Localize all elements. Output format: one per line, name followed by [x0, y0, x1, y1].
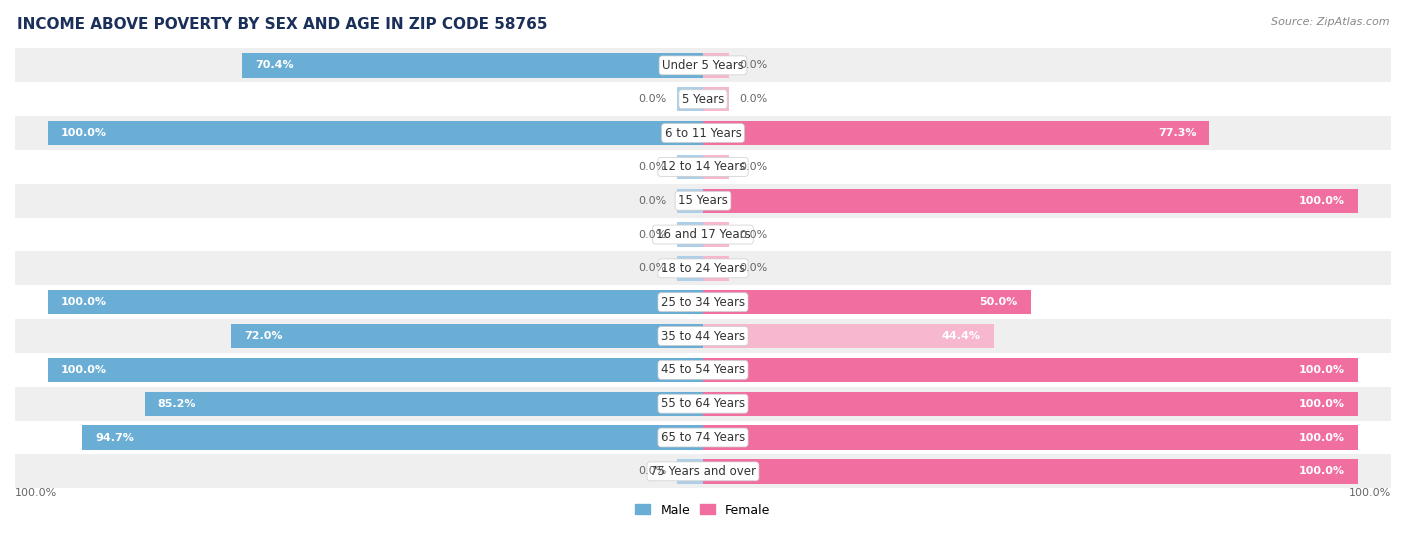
Text: 45 to 54 Years: 45 to 54 Years	[661, 363, 745, 376]
Text: 55 to 64 Years: 55 to 64 Years	[661, 397, 745, 410]
Bar	[15, 184, 1391, 218]
Text: 100.0%: 100.0%	[1348, 488, 1391, 498]
Text: 0.0%: 0.0%	[638, 196, 666, 206]
Text: 50.0%: 50.0%	[979, 297, 1018, 307]
Bar	[15, 83, 1391, 116]
Text: 65 to 74 Years: 65 to 74 Years	[661, 431, 745, 444]
Text: 0.0%: 0.0%	[638, 162, 666, 172]
Bar	[48, 290, 703, 314]
Bar	[145, 392, 703, 416]
Text: 77.3%: 77.3%	[1159, 128, 1197, 138]
Text: Source: ZipAtlas.com: Source: ZipAtlas.com	[1271, 17, 1389, 27]
Text: 100.0%: 100.0%	[1299, 432, 1346, 442]
Text: 0.0%: 0.0%	[638, 466, 666, 477]
Bar	[703, 53, 730, 78]
Bar	[703, 189, 1358, 213]
Bar	[83, 425, 703, 450]
Bar	[231, 324, 703, 348]
Bar	[703, 425, 1358, 450]
Bar	[676, 222, 703, 247]
Bar	[676, 155, 703, 179]
Text: 72.0%: 72.0%	[245, 331, 283, 341]
Bar	[676, 189, 703, 213]
Text: 100.0%: 100.0%	[1299, 196, 1346, 206]
Text: 5 Years: 5 Years	[682, 93, 724, 105]
Bar	[676, 256, 703, 281]
Text: 100.0%: 100.0%	[1299, 365, 1346, 375]
Text: 100.0%: 100.0%	[15, 488, 58, 498]
Text: INCOME ABOVE POVERTY BY SEX AND AGE IN ZIP CODE 58765: INCOME ABOVE POVERTY BY SEX AND AGE IN Z…	[17, 17, 547, 32]
Text: 0.0%: 0.0%	[740, 162, 768, 172]
Bar	[703, 324, 994, 348]
Bar	[15, 319, 1391, 353]
Bar	[703, 392, 1358, 416]
Bar	[703, 358, 1358, 382]
Text: 0.0%: 0.0%	[740, 94, 768, 104]
Text: 0.0%: 0.0%	[638, 94, 666, 104]
Text: 100.0%: 100.0%	[60, 128, 107, 138]
Text: 35 to 44 Years: 35 to 44 Years	[661, 330, 745, 343]
Text: 0.0%: 0.0%	[740, 60, 768, 70]
Bar	[676, 459, 703, 484]
Bar	[15, 387, 1391, 421]
Bar	[15, 150, 1391, 184]
Bar	[15, 116, 1391, 150]
Text: 0.0%: 0.0%	[638, 263, 666, 273]
Text: 12 to 14 Years: 12 to 14 Years	[661, 160, 745, 174]
Bar	[15, 49, 1391, 83]
Text: 16 and 17 Years: 16 and 17 Years	[655, 228, 751, 241]
Text: 25 to 34 Years: 25 to 34 Years	[661, 296, 745, 309]
Bar	[15, 285, 1391, 319]
Bar	[703, 459, 1358, 484]
Legend: Male, Female: Male, Female	[630, 499, 776, 522]
Text: 70.4%: 70.4%	[254, 60, 294, 70]
Text: 100.0%: 100.0%	[60, 365, 107, 375]
Bar	[703, 87, 730, 112]
Bar	[15, 252, 1391, 285]
Text: 0.0%: 0.0%	[740, 263, 768, 273]
Bar	[242, 53, 703, 78]
Bar	[703, 256, 730, 281]
Bar	[703, 121, 1209, 145]
Bar	[703, 290, 1031, 314]
Text: 0.0%: 0.0%	[638, 229, 666, 239]
Text: 94.7%: 94.7%	[96, 432, 135, 442]
Bar	[48, 121, 703, 145]
Text: 85.2%: 85.2%	[157, 398, 197, 408]
Text: 100.0%: 100.0%	[1299, 466, 1346, 477]
Text: 100.0%: 100.0%	[60, 297, 107, 307]
Bar	[15, 353, 1391, 387]
Bar	[703, 155, 730, 179]
Text: 6 to 11 Years: 6 to 11 Years	[665, 127, 741, 140]
Text: 0.0%: 0.0%	[740, 229, 768, 239]
Text: 75 Years and over: 75 Years and over	[650, 465, 756, 478]
Text: 18 to 24 Years: 18 to 24 Years	[661, 262, 745, 275]
Bar	[703, 222, 730, 247]
Bar	[676, 87, 703, 112]
Bar	[15, 218, 1391, 252]
Text: 100.0%: 100.0%	[1299, 398, 1346, 408]
Bar	[15, 421, 1391, 454]
Bar	[48, 358, 703, 382]
Text: 44.4%: 44.4%	[942, 331, 981, 341]
Text: Under 5 Years: Under 5 Years	[662, 59, 744, 72]
Bar	[15, 454, 1391, 488]
Text: 15 Years: 15 Years	[678, 194, 728, 207]
